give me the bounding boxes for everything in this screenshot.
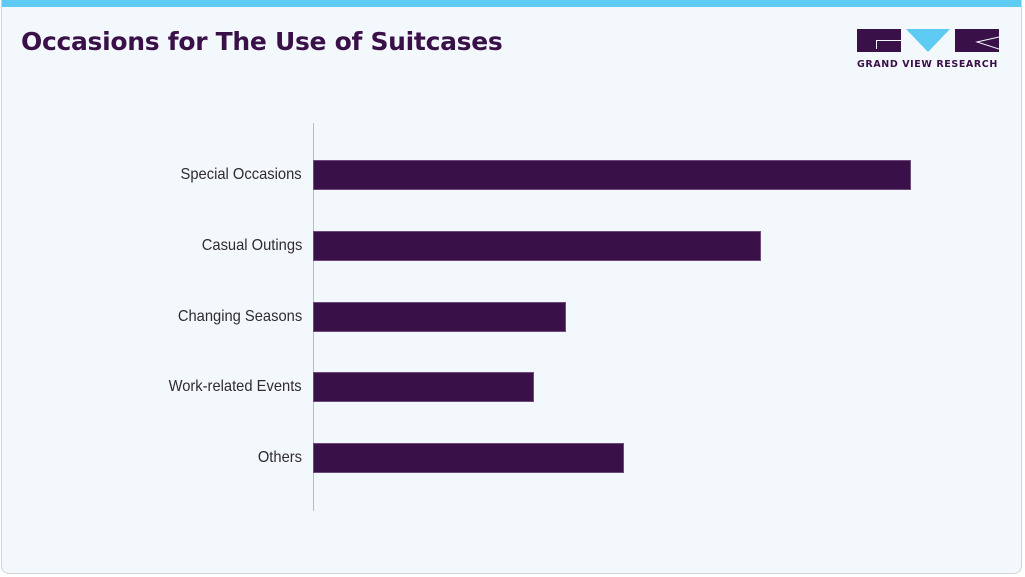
category-label: Work-related Events — [168, 378, 302, 395]
bar-casual-outings — [313, 231, 761, 261]
bar-row: Casual Outings — [2, 231, 1021, 261]
category-label: Changing Seasons — [177, 308, 302, 325]
bar-others — [313, 443, 624, 473]
bar-row: Special Occasions — [2, 160, 1021, 190]
top-accent-strip — [2, 0, 1021, 7]
bar-changing-seasons — [313, 302, 566, 332]
bar-row: Work-related Events — [2, 372, 1021, 402]
logo-v-triangle-icon — [906, 29, 950, 52]
logo-r-block-icon — [955, 29, 999, 52]
bar-row: Others — [2, 443, 1021, 473]
category-label: Others — [257, 449, 302, 466]
bar-row: Changing Seasons — [2, 302, 1021, 332]
grand-view-research-logo: GRAND VIEW RESEARCH — [857, 29, 1002, 74]
category-label: Casual Outings — [201, 237, 302, 254]
logo-g-block-icon — [857, 29, 901, 52]
chart-title: Occasions for The Use of Suitcases — [21, 27, 503, 56]
logo-text: GRAND VIEW RESEARCH — [857, 59, 998, 70]
bar-special-occasions — [313, 160, 911, 190]
category-label: Special Occasions — [180, 166, 302, 183]
bar-work-related-events — [313, 372, 535, 402]
